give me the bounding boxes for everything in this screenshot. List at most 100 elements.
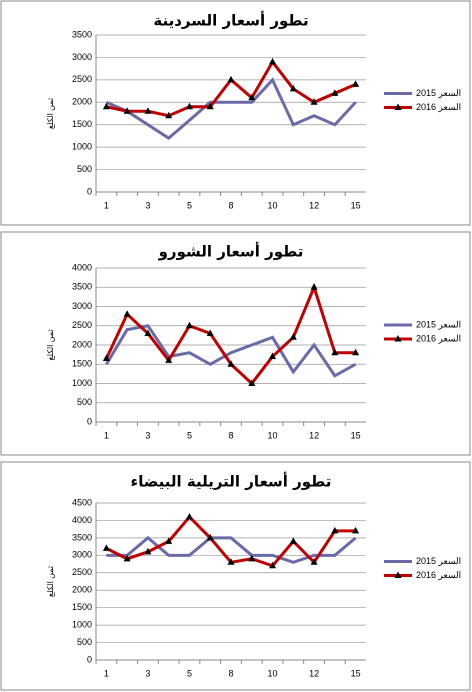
panel: [0, 231, 471, 456]
x-tick-label: 10: [268, 200, 278, 210]
series-line: [105, 77, 357, 141]
y-tick-label: 500: [77, 397, 92, 407]
marker: [310, 558, 318, 565]
y-tick-label: 2000: [72, 585, 92, 595]
legend-label: السعر 2016: [416, 102, 461, 113]
y-tick-label: 500: [77, 637, 92, 647]
y-tick-label: 0: [87, 654, 92, 664]
x-tick-label: 3: [145, 430, 150, 440]
marker: [165, 356, 173, 363]
y-axis-label: ثمن الكلغ: [46, 98, 55, 129]
x-tick-label: 1: [104, 200, 109, 210]
x-tick-label: 12: [309, 200, 319, 210]
x-tick-label: 1: [104, 430, 109, 440]
marker: [331, 348, 339, 356]
marker: [227, 75, 235, 83]
marker: [248, 93, 256, 101]
marker: [123, 107, 131, 114]
y-tick-label: 500: [77, 164, 92, 174]
chart-title: تطور أسعار السردينة: [153, 11, 308, 30]
y-tick-label: 4500: [72, 497, 92, 507]
marker: [206, 533, 214, 541]
panel: [0, 0, 471, 226]
y-tick-label: 3000: [72, 52, 92, 62]
y-tick-label: 1000: [72, 619, 92, 629]
y-axis-label: ثمن الكلغ: [46, 566, 55, 597]
marker: [102, 354, 110, 361]
marker: [289, 333, 297, 340]
x-tick-label: 1: [104, 668, 109, 678]
x-tick-label: 15: [351, 668, 361, 678]
marker: [248, 379, 256, 386]
y-tick-label: 2500: [72, 567, 92, 577]
legend-marker: [394, 335, 402, 342]
marker: [144, 547, 152, 555]
marker: [102, 102, 110, 110]
series-line: [106, 59, 357, 118]
x-tick-label: 10: [268, 430, 278, 440]
legend-label: السعر 2015: [416, 556, 461, 567]
marker: [352, 526, 360, 534]
marker: [352, 80, 360, 87]
x-tick-label: 8: [228, 200, 233, 210]
marker: [331, 526, 339, 534]
marker: [352, 348, 360, 356]
x-tick-label: 12: [309, 430, 319, 440]
marker: [165, 111, 173, 119]
marker: [123, 554, 131, 562]
y-tick-label: 3500: [72, 282, 92, 292]
series-line: [105, 282, 356, 386]
y-tick-label: 4000: [72, 262, 92, 272]
y-tick-label: 1500: [72, 602, 92, 612]
y-tick-label: 2500: [72, 74, 92, 84]
y-axis-label: ثمن الكلغ: [46, 329, 55, 360]
x-tick-label: 3: [145, 200, 150, 210]
legend-label: السعر 2015: [416, 88, 461, 99]
y-tick-label: 0: [87, 186, 92, 196]
marker: [331, 89, 339, 96]
x-tick-label: 15: [351, 430, 361, 440]
marker: [227, 360, 235, 367]
series-line: [106, 535, 357, 564]
legend-marker: [394, 103, 402, 110]
x-tick-label: 5: [187, 430, 192, 440]
marker: [102, 544, 110, 551]
x-tick-label: 5: [187, 200, 192, 210]
marker: [227, 558, 235, 565]
marker: [248, 554, 256, 562]
y-tick-label: 3000: [72, 301, 92, 311]
y-tick-label: 0: [87, 416, 92, 426]
y-tick-label: 4000: [72, 515, 92, 525]
marker: [206, 102, 214, 110]
y-tick-label: 3500: [72, 29, 92, 39]
panel: [0, 461, 471, 691]
marker: [165, 537, 173, 544]
legend-label: السعر 2016: [416, 333, 461, 344]
marker: [269, 352, 277, 360]
y-tick-label: 3500: [72, 532, 92, 542]
marker: [269, 57, 277, 65]
y-tick-label: 2000: [72, 339, 92, 349]
x-tick-label: 15: [351, 200, 361, 210]
marker: [123, 310, 131, 317]
series-line: [105, 324, 357, 378]
marker: [310, 283, 318, 290]
marker: [206, 329, 214, 336]
x-tick-label: 8: [228, 430, 233, 440]
chart-title: تطور أسعار الشورو: [158, 242, 304, 261]
marker: [144, 107, 152, 114]
marker: [185, 321, 193, 329]
y-tick-label: 3000: [72, 550, 92, 560]
x-tick-label: 12: [309, 668, 319, 678]
legend-marker: [394, 571, 402, 578]
y-tick-label: 1000: [72, 378, 92, 388]
marker: [269, 561, 277, 569]
x-tick-label: 10: [268, 668, 278, 678]
y-tick-label: 1500: [72, 119, 92, 129]
x-tick-label: 5: [187, 668, 192, 678]
x-tick-label: 8: [228, 668, 233, 678]
marker: [289, 537, 297, 544]
y-tick-label: 2500: [72, 320, 92, 330]
marker: [310, 98, 318, 105]
